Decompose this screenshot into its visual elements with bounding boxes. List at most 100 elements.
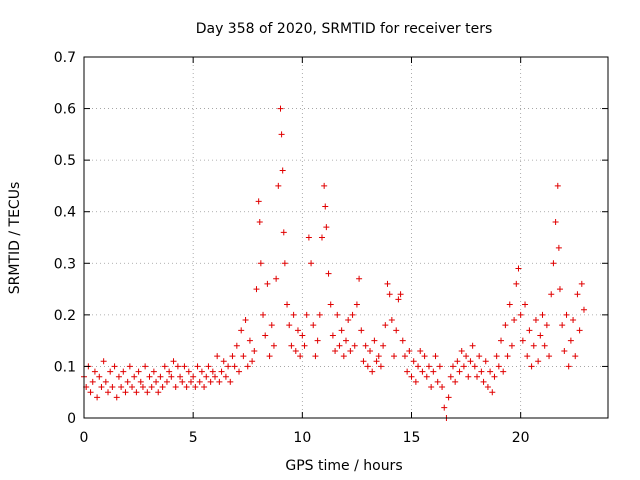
- data-point: [183, 384, 190, 391]
- data-point: [111, 363, 118, 370]
- data-point: [297, 353, 304, 360]
- data-point: [157, 373, 164, 380]
- data-point: [172, 384, 179, 391]
- data-point: [395, 296, 402, 303]
- data-point: [526, 327, 533, 334]
- y-tick-label: 0: [67, 411, 76, 427]
- data-point: [281, 260, 288, 267]
- data-point: [397, 291, 404, 298]
- x-axis-label: GPS time / hours: [285, 458, 402, 474]
- y-tick-label: 0.1: [54, 359, 76, 375]
- data-point: [327, 301, 334, 308]
- data-point: [436, 363, 443, 370]
- data-point: [377, 363, 384, 370]
- data-point: [419, 368, 426, 375]
- data-point: [360, 358, 367, 365]
- data-point: [288, 342, 295, 349]
- x-tick-label: 5: [189, 430, 198, 446]
- data-point: [546, 353, 553, 360]
- data-point: [170, 358, 177, 365]
- data-point: [278, 131, 285, 138]
- data-point: [463, 353, 470, 360]
- data-point: [570, 317, 577, 324]
- data-point: [238, 327, 245, 334]
- data-point: [323, 224, 330, 231]
- data-point: [270, 342, 277, 349]
- data-point: [449, 363, 456, 370]
- data-point: [126, 363, 133, 370]
- data-point: [576, 327, 583, 334]
- data-point: [563, 311, 570, 318]
- y-tick-label: 0.2: [54, 308, 76, 324]
- data-point: [367, 347, 374, 354]
- data-point: [469, 342, 476, 349]
- data-point: [345, 317, 352, 324]
- data-point: [465, 373, 472, 380]
- data-point: [535, 358, 542, 365]
- data-point: [87, 389, 94, 396]
- data-point: [294, 327, 301, 334]
- data-point: [356, 275, 363, 282]
- data-point: [268, 322, 275, 329]
- data-point: [102, 378, 109, 385]
- data-point: [347, 347, 354, 354]
- data-point: [460, 363, 467, 370]
- data-point: [415, 363, 422, 370]
- x-tick-label: 20: [512, 430, 530, 446]
- y-axis-label: SRMTID / TECUs: [7, 182, 23, 295]
- data-point: [338, 327, 345, 334]
- data-point: [198, 368, 205, 375]
- data-point: [96, 373, 103, 380]
- data-point: [139, 384, 146, 391]
- data-point: [399, 337, 406, 344]
- data-point: [555, 244, 562, 251]
- data-point: [253, 286, 260, 293]
- data-point: [362, 342, 369, 349]
- data-point: [500, 368, 507, 375]
- data-point: [476, 353, 483, 360]
- data-point: [580, 306, 587, 313]
- data-point: [474, 373, 480, 380]
- data-point: [561, 347, 568, 354]
- data-point: [349, 311, 356, 318]
- data-point: [567, 337, 574, 344]
- data-point: [115, 373, 122, 380]
- data-point: [522, 301, 529, 308]
- data-point: [109, 384, 116, 391]
- data-point: [129, 384, 136, 391]
- data-point: [434, 378, 441, 385]
- data-point: [277, 105, 284, 112]
- data-point: [273, 275, 280, 282]
- data-point: [146, 373, 153, 380]
- y-tick-label: 0.6: [54, 102, 76, 118]
- data-point: [325, 270, 332, 277]
- data-point: [380, 342, 387, 349]
- data-point: [301, 342, 308, 349]
- data-point: [329, 332, 336, 339]
- x-tick-label: 15: [403, 430, 421, 446]
- data-point: [190, 373, 197, 380]
- data-point: [554, 182, 561, 189]
- data-point: [471, 363, 478, 370]
- chart-title: Day 358 of 2020, SRMTID for receiver ter…: [196, 21, 493, 37]
- data-point: [255, 198, 262, 205]
- data-point: [240, 353, 247, 360]
- data-point: [484, 384, 491, 391]
- data-point: [404, 368, 411, 375]
- data-point: [423, 373, 430, 380]
- data-point: [375, 353, 382, 360]
- data-point: [256, 219, 263, 226]
- data-point: [565, 363, 572, 370]
- data-point: [480, 378, 487, 385]
- data-point: [508, 342, 515, 349]
- data-point: [91, 368, 98, 375]
- data-point: [340, 353, 347, 360]
- data-point: [430, 368, 437, 375]
- data-point: [227, 378, 234, 385]
- data-point: [286, 322, 293, 329]
- plot-frame: [83, 56, 609, 419]
- data-point: [262, 332, 269, 339]
- data-point: [150, 368, 157, 375]
- data-point: [388, 317, 395, 324]
